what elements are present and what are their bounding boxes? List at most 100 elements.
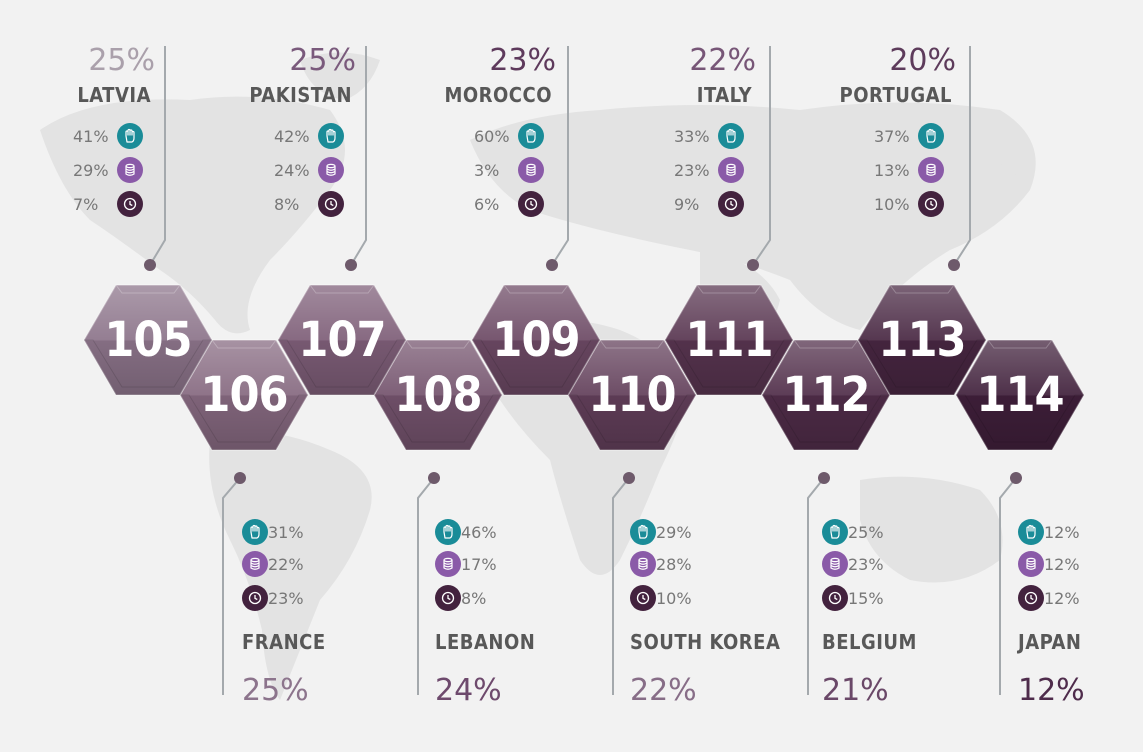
stat-value: 6%: [474, 194, 500, 214]
hexagon-111: [664, 284, 794, 396]
hand-icon: [242, 519, 268, 545]
connector-dot: [948, 259, 960, 271]
hex-number: 109: [492, 312, 580, 368]
country-percent: 24%: [435, 673, 502, 708]
hex-number: 112: [782, 367, 870, 423]
stat-value: 12%: [1044, 588, 1080, 608]
connector-line: [999, 477, 1017, 695]
connector-line: [417, 477, 435, 695]
stat-row-hand: 12%: [1018, 518, 1088, 546]
stat-row-hand: 33%: [674, 122, 744, 150]
clock-icon: [242, 585, 268, 611]
hand-icon: [1018, 519, 1044, 545]
coins-icon: [117, 157, 143, 183]
stat-value: 12%: [1044, 554, 1080, 574]
coins-icon: [518, 157, 544, 183]
stat-value: 25%: [848, 522, 884, 542]
connector-dot: [428, 472, 440, 484]
connector-dot: [345, 259, 357, 271]
connector-dot: [747, 259, 759, 271]
stat-value: 8%: [461, 588, 487, 608]
stat-value: 37%: [874, 126, 910, 146]
hexagon-114: [955, 339, 1085, 451]
stat-row-clock: 10%: [874, 190, 944, 218]
connector-dot: [144, 259, 156, 271]
stat-row-clock: 12%: [1018, 584, 1088, 612]
coins-icon: [1018, 551, 1044, 577]
country-percent: 25%: [242, 673, 309, 708]
clock-icon: [822, 585, 848, 611]
stat-value: 60%: [474, 126, 510, 146]
connector-line: [612, 477, 630, 695]
stat-value: 42%: [274, 126, 310, 146]
clock-icon: [1018, 585, 1044, 611]
stat-row-coins: 12%: [1018, 550, 1088, 578]
country-percent: 25%: [289, 43, 356, 78]
stat-row-clock: 10%: [630, 584, 700, 612]
stat-value: 41%: [73, 126, 109, 146]
connector-dot: [234, 472, 246, 484]
stat-row-coins: 23%: [674, 156, 744, 184]
country-name: BELGIUM: [822, 630, 917, 654]
stat-row-coins: 24%: [274, 156, 344, 184]
hex-number: 113: [878, 312, 966, 368]
stat-row-coins: 13%: [874, 156, 944, 184]
stat-value: 23%: [674, 160, 710, 180]
coins-icon: [718, 157, 744, 183]
stat-value: 28%: [656, 554, 692, 574]
country-name: MOROCCO: [444, 83, 552, 107]
country-name: PAKISTAN: [249, 83, 352, 107]
stat-row-coins: 23%: [822, 550, 892, 578]
country-name: JAPAN: [1018, 630, 1082, 654]
connector-dot: [1010, 472, 1022, 484]
stat-row-hand: 41%: [73, 122, 143, 150]
stat-value: 29%: [656, 522, 692, 542]
stat-value: 46%: [461, 522, 497, 542]
stat-value: 22%: [268, 554, 304, 574]
country-percent: 22%: [689, 43, 756, 78]
stat-value: 8%: [274, 194, 300, 214]
connector-dot: [818, 472, 830, 484]
coins-icon: [318, 157, 344, 183]
stat-value: 13%: [874, 160, 910, 180]
stat-value: 9%: [674, 194, 700, 214]
hexagon-109: [471, 284, 601, 396]
stat-row-clock: 8%: [435, 584, 505, 612]
stat-row-hand: 29%: [630, 518, 700, 546]
stat-row-hand: 60%: [474, 122, 544, 150]
coins-icon: [435, 551, 461, 577]
hexagon-107: [277, 284, 407, 396]
hexagon-113: [857, 284, 987, 396]
country-name: FRANCE: [242, 630, 326, 654]
stat-value: 15%: [848, 588, 884, 608]
clock-icon: [918, 191, 944, 217]
stat-row-hand: 42%: [274, 122, 344, 150]
stat-row-coins: 22%: [242, 550, 312, 578]
country-name: LEBANON: [435, 630, 536, 654]
country-percent: 25%: [88, 43, 155, 78]
hexagon-110: [567, 339, 697, 451]
hex-number: 108: [394, 367, 482, 423]
hexagon-106: [179, 339, 309, 451]
stat-value: 10%: [874, 194, 910, 214]
hand-icon: [435, 519, 461, 545]
country-percent: 20%: [889, 43, 956, 78]
clock-icon: [435, 585, 461, 611]
clock-icon: [630, 585, 656, 611]
clock-icon: [318, 191, 344, 217]
hand-icon: [718, 123, 744, 149]
stat-row-coins: 3%: [474, 156, 544, 184]
hand-icon: [630, 519, 656, 545]
stat-row-coins: 28%: [630, 550, 700, 578]
stat-row-clock: 7%: [73, 190, 143, 218]
connector-dot: [546, 259, 558, 271]
connector-line: [149, 46, 166, 266]
clock-icon: [518, 191, 544, 217]
country-percent: 23%: [489, 43, 556, 78]
hand-icon: [318, 123, 344, 149]
country-name: PORTUGAL: [839, 83, 952, 107]
clock-icon: [117, 191, 143, 217]
country-percent: 22%: [630, 673, 697, 708]
